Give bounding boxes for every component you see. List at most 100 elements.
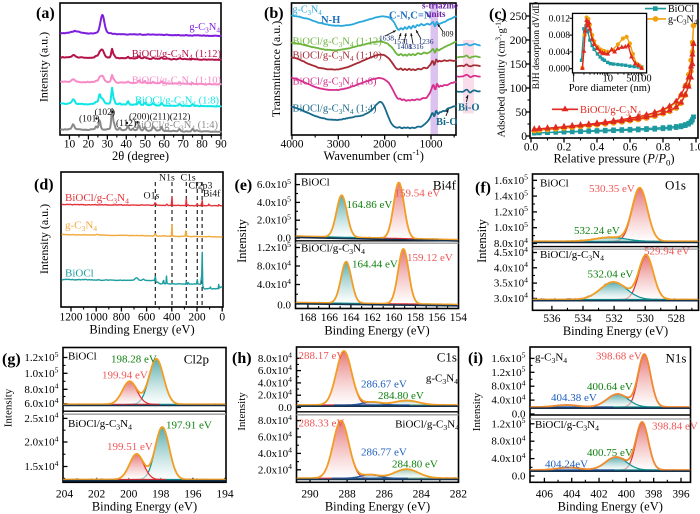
svg-text:(i): (i): [468, 350, 483, 367]
svg-text:150: 150: [510, 59, 528, 71]
svg-text:BiOCl/g-C3N4 (1:4): BiOCl/g-C3N4 (1:4): [134, 120, 219, 133]
svg-text:30: 30: [102, 139, 114, 151]
svg-text:Bi4f: Bi4f: [433, 178, 457, 193]
svg-text:(101): (101): [79, 114, 100, 125]
svg-text:288.33 eV: 288.33 eV: [299, 418, 345, 430]
svg-text:Intensity: Intensity: [475, 218, 489, 262]
svg-text:404.38 eV: 404.38 eV: [551, 392, 597, 404]
svg-text:1.2x105: 1.2x105: [257, 240, 291, 254]
svg-text:400.75 eV: 400.75 eV: [587, 447, 633, 459]
svg-text:C1s: C1s: [181, 173, 196, 184]
svg-text:O1s: O1s: [144, 191, 160, 202]
svg-text:1.5x104: 1.5x104: [24, 459, 58, 473]
svg-text:200: 200: [510, 35, 528, 47]
svg-text:6.0x105: 6.0x105: [257, 177, 291, 191]
svg-text:Bi4f: Bi4f: [203, 189, 221, 200]
svg-text:164.86 eV: 164.86 eV: [347, 199, 393, 211]
svg-text:166: 166: [321, 312, 339, 324]
svg-text:0.0: 0.0: [512, 409, 526, 421]
svg-text:Wavenumber (cm-1): Wavenumber (cm-1): [324, 147, 424, 163]
svg-text:0.2: 0.2: [557, 142, 572, 154]
svg-text:0.012: 0.012: [549, 14, 571, 24]
svg-text:(102): (102): [95, 107, 116, 118]
svg-text:(d): (d): [34, 177, 54, 194]
svg-text:3000: 3000: [327, 139, 350, 151]
svg-text:0.0: 0.0: [524, 142, 539, 154]
svg-text:Binding Energy (eV): Binding Energy (eV): [324, 324, 429, 338]
svg-text:8.0x104: 8.0x104: [491, 379, 525, 393]
svg-text:288.17 eV: 288.17 eV: [299, 350, 345, 362]
svg-text:90: 90: [215, 139, 227, 151]
svg-text:2.0x104: 2.0x104: [258, 388, 292, 402]
svg-text:400: 400: [618, 489, 636, 501]
svg-text:70: 70: [177, 139, 189, 151]
svg-text:4.0x104: 4.0x104: [491, 451, 525, 465]
svg-text:BiOCl/g-C3N4: BiOCl/g-C3N4: [540, 249, 604, 263]
svg-text:Bi-O: Bi-O: [458, 103, 480, 114]
svg-text:BiOCl: BiOCl: [68, 351, 97, 363]
svg-text:BiOCl/g-C3N4: BiOCl/g-C3N4: [395, 419, 459, 433]
svg-text:197.91 eV: 197.91 eV: [166, 420, 212, 432]
svg-text:2000: 2000: [373, 139, 396, 151]
svg-text:400: 400: [163, 312, 181, 324]
svg-text:198.28 eV: 198.28 eV: [111, 354, 157, 366]
svg-text:4.0x104: 4.0x104: [491, 392, 525, 406]
svg-text:2θ (degree): 2θ (degree): [112, 149, 169, 163]
svg-text:400.64 eV: 400.64 eV: [587, 381, 633, 393]
svg-text:1000: 1000: [85, 312, 108, 324]
svg-text:199.94 eV: 199.94 eV: [102, 370, 148, 382]
svg-text:1.2x105: 1.2x105: [491, 416, 525, 430]
svg-text:1408: 1408: [397, 42, 412, 51]
svg-text:BiOCl/g-C3N4 (1:8): BiOCl/g-C3N4 (1:8): [293, 77, 378, 90]
svg-text:2.0x104: 2.0x104: [258, 462, 292, 476]
svg-text:BiOCl: BiOCl: [301, 177, 330, 189]
svg-text:20: 20: [83, 139, 95, 151]
svg-text:1571: 1571: [394, 37, 409, 46]
svg-text:600: 600: [138, 312, 156, 324]
svg-text:g-C3N4: g-C3N4: [189, 22, 220, 35]
svg-text:0.0: 0.0: [512, 471, 526, 483]
svg-text:194: 194: [216, 489, 234, 501]
svg-text:C-N,C=N: C-N,C=N: [389, 11, 432, 22]
svg-text:Pore diameter (nm): Pore diameter (nm): [569, 83, 651, 94]
svg-text:g-C3N4: g-C3N4: [426, 373, 458, 387]
svg-text:(200)(211)(212): (200)(211)(212): [129, 112, 190, 123]
svg-text:N-H: N-H: [321, 15, 340, 26]
svg-text:Intensity (a.u.): Intensity (a.u.): [37, 32, 51, 102]
svg-text:1.2x105: 1.2x105: [24, 350, 58, 364]
svg-text:398: 398: [645, 489, 663, 501]
svg-text:N1s: N1s: [159, 173, 175, 184]
svg-text:164: 164: [342, 312, 360, 324]
svg-text:BJH desorption dV/dD: BJH desorption dV/dD: [532, 2, 542, 90]
svg-text:204: 204: [56, 489, 74, 501]
svg-text:198: 198: [152, 489, 170, 501]
svg-text:C1s: C1s: [437, 350, 457, 365]
svg-text:160: 160: [385, 312, 403, 324]
svg-text:0.000: 0.000: [549, 65, 571, 75]
svg-text:404.24eV: 404.24eV: [545, 459, 588, 471]
svg-text:BiOCl/g-C3N4: BiOCl/g-C3N4: [68, 418, 132, 432]
svg-text:(h): (h): [232, 350, 252, 367]
svg-text:BiOCl: BiOCl: [540, 178, 569, 190]
svg-text:0.0: 0.0: [277, 300, 291, 312]
svg-text:l: l: [572, 74, 575, 85]
svg-text:809: 809: [442, 30, 454, 39]
svg-text:530: 530: [637, 313, 655, 325]
svg-text:Bi-O: Bi-O: [436, 117, 458, 128]
svg-text:6.0x104: 6.0x104: [24, 396, 58, 410]
svg-text:290: 290: [301, 489, 319, 501]
svg-text:1200: 1200: [60, 312, 83, 324]
svg-text:406: 406: [536, 489, 554, 501]
svg-text:396: 396: [672, 489, 690, 501]
svg-text:10: 10: [64, 139, 76, 151]
svg-text:404: 404: [563, 489, 581, 501]
svg-text:530.35 eV: 530.35 eV: [589, 183, 635, 195]
svg-text:532: 532: [605, 313, 623, 325]
svg-text:0: 0: [521, 131, 527, 143]
svg-text:528: 528: [668, 313, 686, 325]
svg-text:284.80 eV: 284.80 eV: [392, 459, 438, 471]
svg-text:1.2x105: 1.2x105: [494, 204, 528, 218]
svg-text:8.0x104: 8.0x104: [257, 258, 291, 272]
svg-text:0: 0: [219, 312, 225, 324]
svg-text:Intensity (a.u.): Intensity (a.u.): [37, 204, 51, 274]
